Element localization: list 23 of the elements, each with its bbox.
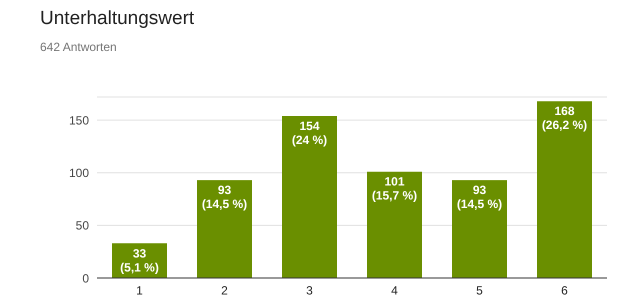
y-tick-label: 100	[68, 166, 90, 180]
bar	[452, 180, 507, 278]
y-tick-label: 50	[76, 218, 90, 233]
y-tick-label: 0	[82, 271, 90, 286]
data-label: 33 (5,1 %)	[120, 246, 159, 274]
data-label: 168 (26,2 %)	[542, 104, 588, 132]
x-tick-label: 3	[306, 284, 314, 298]
data-label: 101 (15,7 %)	[372, 174, 418, 203]
data-label: 154 (24 %)	[292, 118, 328, 147]
x-tick-label: 1	[136, 284, 144, 298]
data-label: 93 (14,5 %)	[456, 183, 502, 212]
data-label: 93 (14,5 %)	[202, 183, 248, 212]
y-tick-label: 150	[68, 113, 90, 128]
x-tick-label: 2	[221, 284, 228, 298]
x-tick-label: 4	[391, 284, 398, 298]
chart-subtitle: 642 Antworten	[40, 40, 117, 54]
bar	[367, 172, 422, 278]
chart-title: Unterhaltungswert	[40, 8, 194, 30]
bar	[282, 116, 337, 278]
bar	[537, 101, 592, 278]
x-tick-label: 6	[561, 284, 568, 298]
bar	[197, 180, 252, 278]
x-tick-label: 5	[476, 284, 484, 298]
